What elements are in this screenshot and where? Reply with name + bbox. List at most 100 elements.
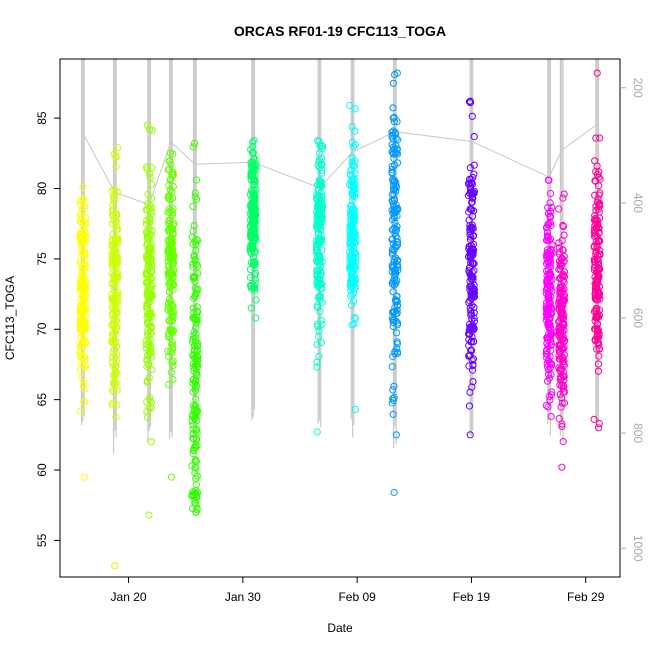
data-point xyxy=(393,292,401,300)
data-point xyxy=(591,229,599,237)
data-point xyxy=(252,269,260,277)
data-point xyxy=(167,269,175,277)
x-tick-label: Jan 30 xyxy=(225,590,261,604)
data-point xyxy=(392,309,400,318)
data-point xyxy=(145,404,153,412)
data-point xyxy=(469,366,477,374)
data-point xyxy=(392,269,400,277)
data-point xyxy=(192,464,200,472)
y2-tick-label: 600 xyxy=(631,308,645,328)
data-point xyxy=(166,176,174,184)
data-point xyxy=(169,225,177,233)
data-point xyxy=(560,337,568,345)
data-point xyxy=(318,169,326,177)
data-point xyxy=(389,318,397,326)
data-point xyxy=(143,163,151,171)
data-point xyxy=(595,424,603,432)
data-point xyxy=(317,339,325,347)
data-point xyxy=(76,295,85,303)
data-point xyxy=(546,331,555,339)
data-point xyxy=(469,276,477,284)
data-point xyxy=(250,259,258,267)
data-point xyxy=(465,208,473,216)
data-point xyxy=(191,442,199,450)
data-point xyxy=(76,366,84,374)
data-point xyxy=(81,385,89,393)
data-point xyxy=(317,178,325,186)
data-point xyxy=(247,304,255,312)
data-point xyxy=(592,134,600,142)
data-point xyxy=(394,159,402,167)
data-point xyxy=(542,289,550,297)
data-point xyxy=(389,127,397,135)
data-point xyxy=(546,310,555,318)
data-point xyxy=(315,137,323,145)
data-point xyxy=(556,349,564,357)
data-point xyxy=(168,256,177,264)
data-point xyxy=(192,489,200,498)
data-point xyxy=(348,158,356,166)
data-point xyxy=(350,143,358,151)
data-point xyxy=(389,79,397,87)
data-point xyxy=(192,260,200,268)
data-point xyxy=(144,326,152,334)
data-point xyxy=(109,206,117,214)
data-point xyxy=(349,276,357,284)
data-point xyxy=(193,346,201,354)
data-point xyxy=(78,219,86,227)
data-point xyxy=(192,368,201,376)
data-point xyxy=(189,260,197,268)
data-point xyxy=(593,338,602,347)
data-point xyxy=(146,170,154,178)
altitude-transit-line xyxy=(471,140,550,178)
data-point xyxy=(165,330,173,338)
data-point xyxy=(112,222,120,230)
data-point xyxy=(144,251,152,259)
data-point xyxy=(250,258,258,266)
data-point xyxy=(81,338,90,346)
data-point xyxy=(470,337,478,345)
data-point xyxy=(468,383,476,391)
data-point xyxy=(247,203,255,211)
data-point xyxy=(110,150,118,158)
data-point xyxy=(114,144,122,152)
data-point xyxy=(348,189,356,197)
data-point xyxy=(559,354,567,362)
y2-tick-label: 400 xyxy=(631,193,645,213)
data-point xyxy=(350,320,358,328)
data-point xyxy=(166,240,174,249)
data-point xyxy=(169,286,177,294)
data-point xyxy=(555,257,564,265)
data-point xyxy=(315,149,323,157)
data-point xyxy=(393,238,401,246)
data-point xyxy=(168,234,176,243)
data-point xyxy=(591,258,599,267)
data-point xyxy=(108,187,116,195)
data-point xyxy=(560,231,568,239)
data-point xyxy=(556,284,565,292)
data-point xyxy=(557,280,565,289)
data-point xyxy=(78,268,86,276)
data-point xyxy=(76,407,85,415)
data-point xyxy=(312,257,321,265)
data-point xyxy=(466,228,474,236)
data-point xyxy=(145,278,153,286)
data-point xyxy=(347,167,355,175)
data-point xyxy=(167,473,176,481)
data-point xyxy=(348,123,356,131)
data-point xyxy=(393,261,401,269)
data-point xyxy=(595,345,604,353)
data-point xyxy=(113,309,121,317)
data-point xyxy=(193,472,201,480)
data-point xyxy=(558,394,566,402)
data-point xyxy=(108,253,116,262)
data-point xyxy=(313,270,321,278)
data-point xyxy=(249,138,257,146)
data-point xyxy=(391,350,399,358)
data-point xyxy=(165,165,173,173)
data-point xyxy=(111,562,119,570)
data-point xyxy=(108,211,117,219)
data-point xyxy=(556,375,564,383)
data-point xyxy=(556,248,564,256)
data-point xyxy=(165,380,173,389)
